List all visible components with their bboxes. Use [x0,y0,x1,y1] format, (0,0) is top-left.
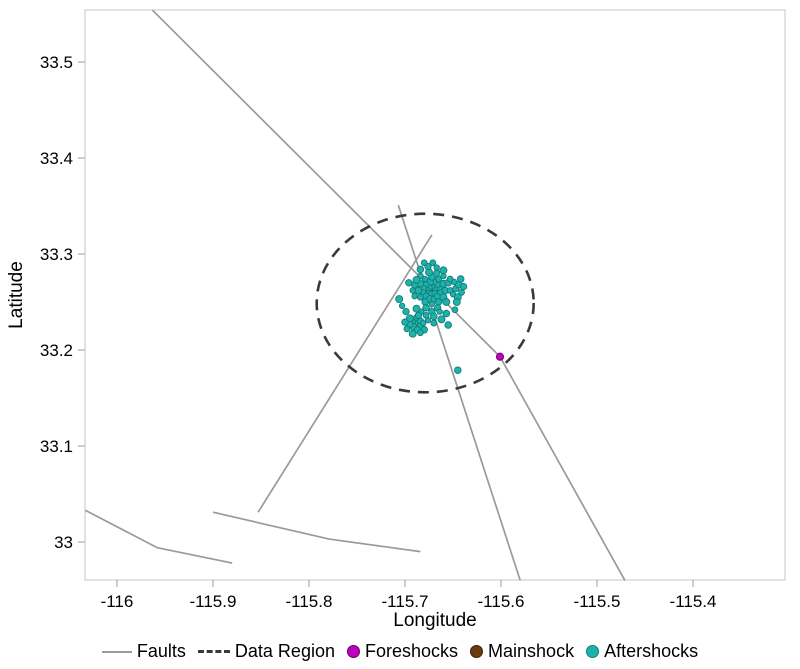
x-tick-label: -115.8 [286,592,333,611]
aftershock-point [414,311,423,320]
aftershock-point [398,302,406,309]
plot-border [84,9,786,581]
fault-line [397,204,522,581]
aftershock-point [429,259,437,267]
aftershock-point [403,325,411,333]
aftershock-point [395,295,404,304]
aftershock-point [454,366,462,374]
legend-item-faults: Faults [101,641,186,662]
legend-swatch-data-region [197,650,230,653]
y-tick-label: 33.1 [40,437,73,456]
foreshock-point [495,352,505,361]
aftershock-point [430,312,438,321]
x-tick-label: -115.9 [190,592,237,611]
y-tick-label: 33 [54,533,73,552]
aftershock-point [442,309,451,318]
aftershock-point [439,266,448,275]
x-tick-label: -115.6 [478,592,525,611]
legend-item-mainshock: Mainshock [470,641,574,662]
fault-line [212,511,421,553]
fault-line [151,9,626,581]
aftershock-point [422,312,430,319]
aftershock-point [452,298,461,306]
aftershock-point [412,275,421,284]
y-tick-label: 33.2 [40,341,73,360]
data-region-ellipse [315,212,536,394]
aftershock-point [446,275,454,283]
aftershock-point [416,265,425,274]
x-axis-label: Longitude [393,610,476,631]
y-axis-label: Latitude [6,261,27,329]
aftershock-point [422,275,429,283]
x-tick-label: -115.4 [670,592,717,611]
aftershock-point [420,259,428,267]
fault-line [257,234,433,513]
y-tick-label: 33.4 [40,149,73,168]
x-tick-label: -115.5 [574,592,621,611]
legend-item-foreshocks: Foreshocks [346,641,459,662]
aftershock-point [417,329,424,337]
legend-swatch-mainshock [470,645,484,658]
scatter-plot-svg: Longitude Latitude -116 -115.9 -115.8 -115.… [6,9,786,631]
x-tick-label: -115.7 [382,592,429,611]
y-tick-label: 33.3 [40,245,73,264]
aftershock-point [456,275,465,283]
y-tick-label: 33.5 [40,53,73,72]
aftershock-point [409,287,416,294]
aftershock-point [444,321,452,329]
aftershock-point [451,306,459,314]
aftershock-point [458,289,465,296]
legend-label: Aftershocks [604,641,699,661]
aftershock-point [402,307,410,316]
aftershock-point [420,319,427,327]
aftershock-point [417,293,424,301]
legend-item-data-region: Data Region [197,641,335,662]
aftershock-point [436,308,443,315]
aftershock-point [437,315,446,324]
aftershock-point [430,319,438,327]
legend-item-aftershocks: Aftershocks [586,641,698,662]
legend-label: Data Region [234,641,335,661]
legend-swatch-aftershocks [586,645,600,658]
legend: Faults Data Region Foreshocks Mainshock Afte… [0,634,800,669]
x-tick-label: -116 [101,592,134,611]
aftershock-point [459,282,468,291]
aftershock-point [442,298,451,306]
aftershock-point [401,318,409,326]
aftershock-point [433,269,441,277]
aftershock-point [405,314,414,323]
aftershock-point [405,279,413,287]
aftershock-point [408,329,417,338]
legend-swatch-faults [101,650,132,653]
fault-line [84,509,233,564]
legend-label: Faults [136,641,186,661]
legend-label: Foreshocks [364,641,459,661]
aftershock-point [433,264,440,271]
aftershock-point [428,300,436,308]
aftershock-point [411,293,418,300]
aftershock-point [412,304,421,313]
legend-swatch-foreshocks [346,645,360,658]
aftershock-point [422,304,430,312]
legend-label: Mainshock [488,641,575,661]
